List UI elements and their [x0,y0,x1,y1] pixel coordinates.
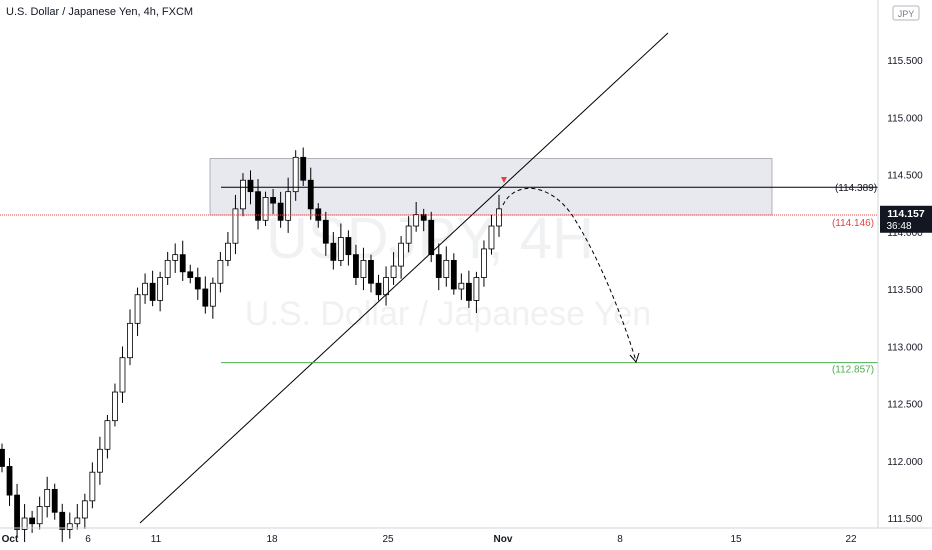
price-tag-value: 114.157 [887,208,925,220]
candle[interactable] [51,488,58,513]
price-axis-tick-label: 113.000 [887,342,923,353]
candle[interactable] [134,294,141,324]
candle[interactable] [300,156,307,181]
candle[interactable] [29,517,36,525]
candle[interactable] [187,271,194,278]
time-axis-tick-label: Nov [494,534,513,545]
projection-arrowhead [629,352,640,363]
chart-title: U.S. Dollar / Japanese Yen, 4h, FXCM [6,6,194,18]
candle[interactable] [428,219,435,256]
price-axis-tick-label: 115.000 [887,113,923,124]
candle[interactable] [96,448,103,473]
price-tag-countdown: 36:48 [886,221,911,232]
candle[interactable] [112,391,118,422]
current-price-label: (114.146) [832,218,874,229]
candle[interactable] [375,282,382,296]
candle[interactable] [59,511,66,530]
candle[interactable] [435,254,442,278]
candle[interactable] [398,242,405,267]
candle[interactable] [255,191,261,221]
time-axis-tick-label: 25 [382,534,394,545]
candle[interactable] [247,179,254,193]
candle[interactable] [262,196,269,221]
candle[interactable] [81,500,88,519]
candle[interactable] [149,282,156,301]
currency-badge-label: JPY [898,9,915,19]
candle[interactable] [0,448,5,467]
candle[interactable] [353,254,359,278]
candle[interactable] [44,488,51,507]
price-tag [880,205,932,233]
candle[interactable] [465,282,472,301]
price-axis-tick-label: 114.500 [887,171,923,182]
candle[interactable] [6,466,13,496]
candle[interactable] [232,208,239,244]
candle[interactable] [496,208,502,227]
time-axis-tick-label: 8 [617,534,623,545]
currency-badge[interactable] [892,5,920,21]
trend-line[interactable] [139,32,669,524]
candle[interactable] [104,420,111,450]
time-axis-tick-label: 11 [151,534,162,545]
candle[interactable] [142,282,148,296]
candle[interactable] [127,322,133,359]
price-axis-tick-label: 112.500 [887,400,923,411]
candle[interactable] [405,225,412,244]
candle[interactable] [36,506,43,525]
candle[interactable] [368,259,374,284]
candle[interactable] [194,277,201,290]
candle[interactable] [473,277,480,301]
projection-path[interactable] [502,187,637,362]
candle[interactable] [209,282,216,307]
candle[interactable] [307,179,314,210]
candle[interactable] [458,282,465,290]
time-axis-tick-label: 18 [266,534,278,545]
price-axis-tick-label: 113.500 [887,285,923,296]
candle[interactable] [74,517,81,525]
time-axis-tick-label: 22 [845,534,857,545]
candle[interactable] [119,357,126,393]
candle[interactable] [202,288,209,307]
candle[interactable] [450,259,457,290]
candle[interactable] [21,517,28,530]
candle[interactable] [383,277,389,296]
candle[interactable] [270,196,276,204]
candle[interactable] [66,523,73,530]
price-axis-tick-label: 111.500 [888,514,923,525]
candle[interactable] [443,259,450,278]
candle[interactable] [164,259,171,278]
candle[interactable] [360,259,367,278]
candle[interactable] [172,254,179,261]
candle[interactable] [322,219,329,244]
price-axis-tick-label: 115.500 [887,56,923,67]
target-level-label: (112.857) [832,365,874,376]
time-axis-tick-label: 6 [85,534,91,545]
candle[interactable] [345,237,352,256]
price-axis-tick-label: 112.000 [887,457,923,468]
candle[interactable] [277,202,284,221]
down-arrow-marker [501,177,507,183]
candle[interactable] [225,242,231,261]
candle[interactable] [285,191,292,221]
resistance-level-label: (114.389) [835,183,877,194]
candle[interactable] [14,494,20,530]
watermark-description: U.S. Dollar / Japanese Yen [245,295,651,333]
candle[interactable] [390,265,397,278]
candle[interactable] [89,471,96,502]
time-axis-tick-label: 15 [730,534,742,545]
candle[interactable] [217,259,224,284]
price-axis-tick-label: 114.000 [887,228,923,239]
candle[interactable] [292,156,299,193]
candle[interactable] [240,179,246,210]
candle[interactable] [481,248,487,278]
candle[interactable] [330,242,337,261]
candle[interactable] [337,237,344,261]
time-axis-tick-label: Oct [2,534,19,545]
candle[interactable] [179,254,186,273]
candle[interactable] [157,277,164,301]
candle[interactable] [488,225,495,250]
candle[interactable] [420,214,427,221]
candle[interactable] [413,214,420,227]
